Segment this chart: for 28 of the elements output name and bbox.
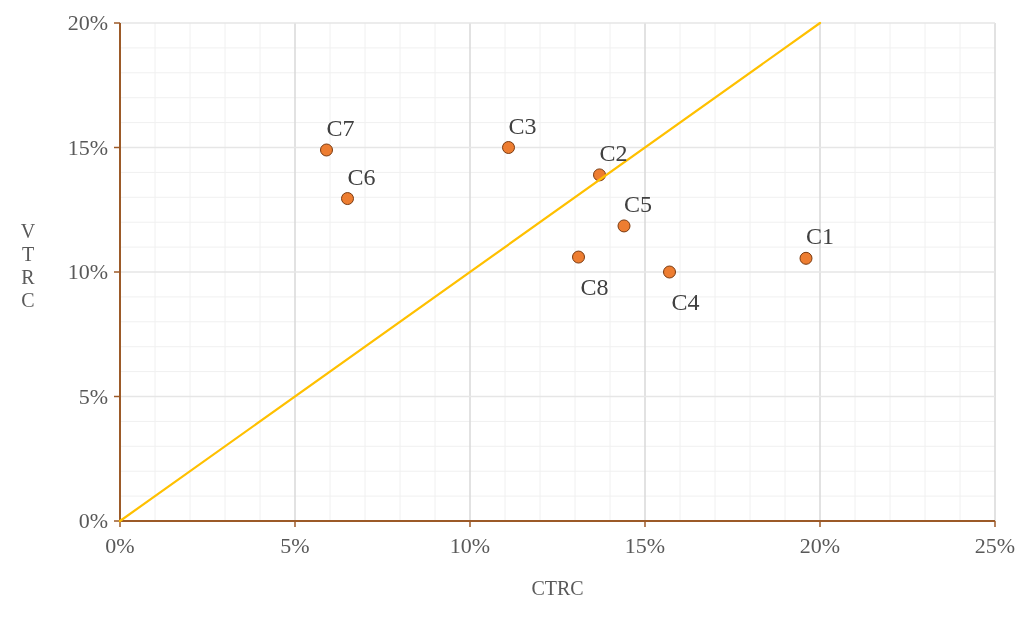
point xyxy=(341,192,354,206)
y-tick-label: 5% xyxy=(78,383,108,409)
y-axis-title: VTRC xyxy=(20,219,36,311)
annotation: C7 xyxy=(326,114,355,141)
x-tick-label: 5% xyxy=(280,533,310,558)
x-tick-label: 10% xyxy=(449,533,491,558)
x-tick-label: 15% xyxy=(624,533,666,558)
annotation: C3 xyxy=(508,112,537,139)
x-tick-label: 20% xyxy=(799,533,841,558)
y-tick-label: 15% xyxy=(67,134,108,160)
annotation: C1 xyxy=(806,223,835,250)
annotation: C5 xyxy=(624,190,653,217)
point xyxy=(502,141,515,154)
x-tick-label: 25% xyxy=(974,533,1016,558)
x-axis-title: CTRC xyxy=(531,577,584,599)
x-tick-label: 0% xyxy=(105,533,135,558)
point xyxy=(663,265,676,279)
point xyxy=(799,251,813,265)
point xyxy=(572,250,585,264)
y-tick-label: 10% xyxy=(67,259,108,284)
y-tick-label: 0% xyxy=(78,508,108,533)
annotation: C8 xyxy=(580,274,609,301)
point xyxy=(617,219,631,233)
annotation: C6 xyxy=(347,163,376,190)
point xyxy=(320,143,333,157)
y-tick-label: 20% xyxy=(67,10,108,35)
annotation: C2 xyxy=(599,139,628,166)
annotation: C4 xyxy=(671,289,700,315)
